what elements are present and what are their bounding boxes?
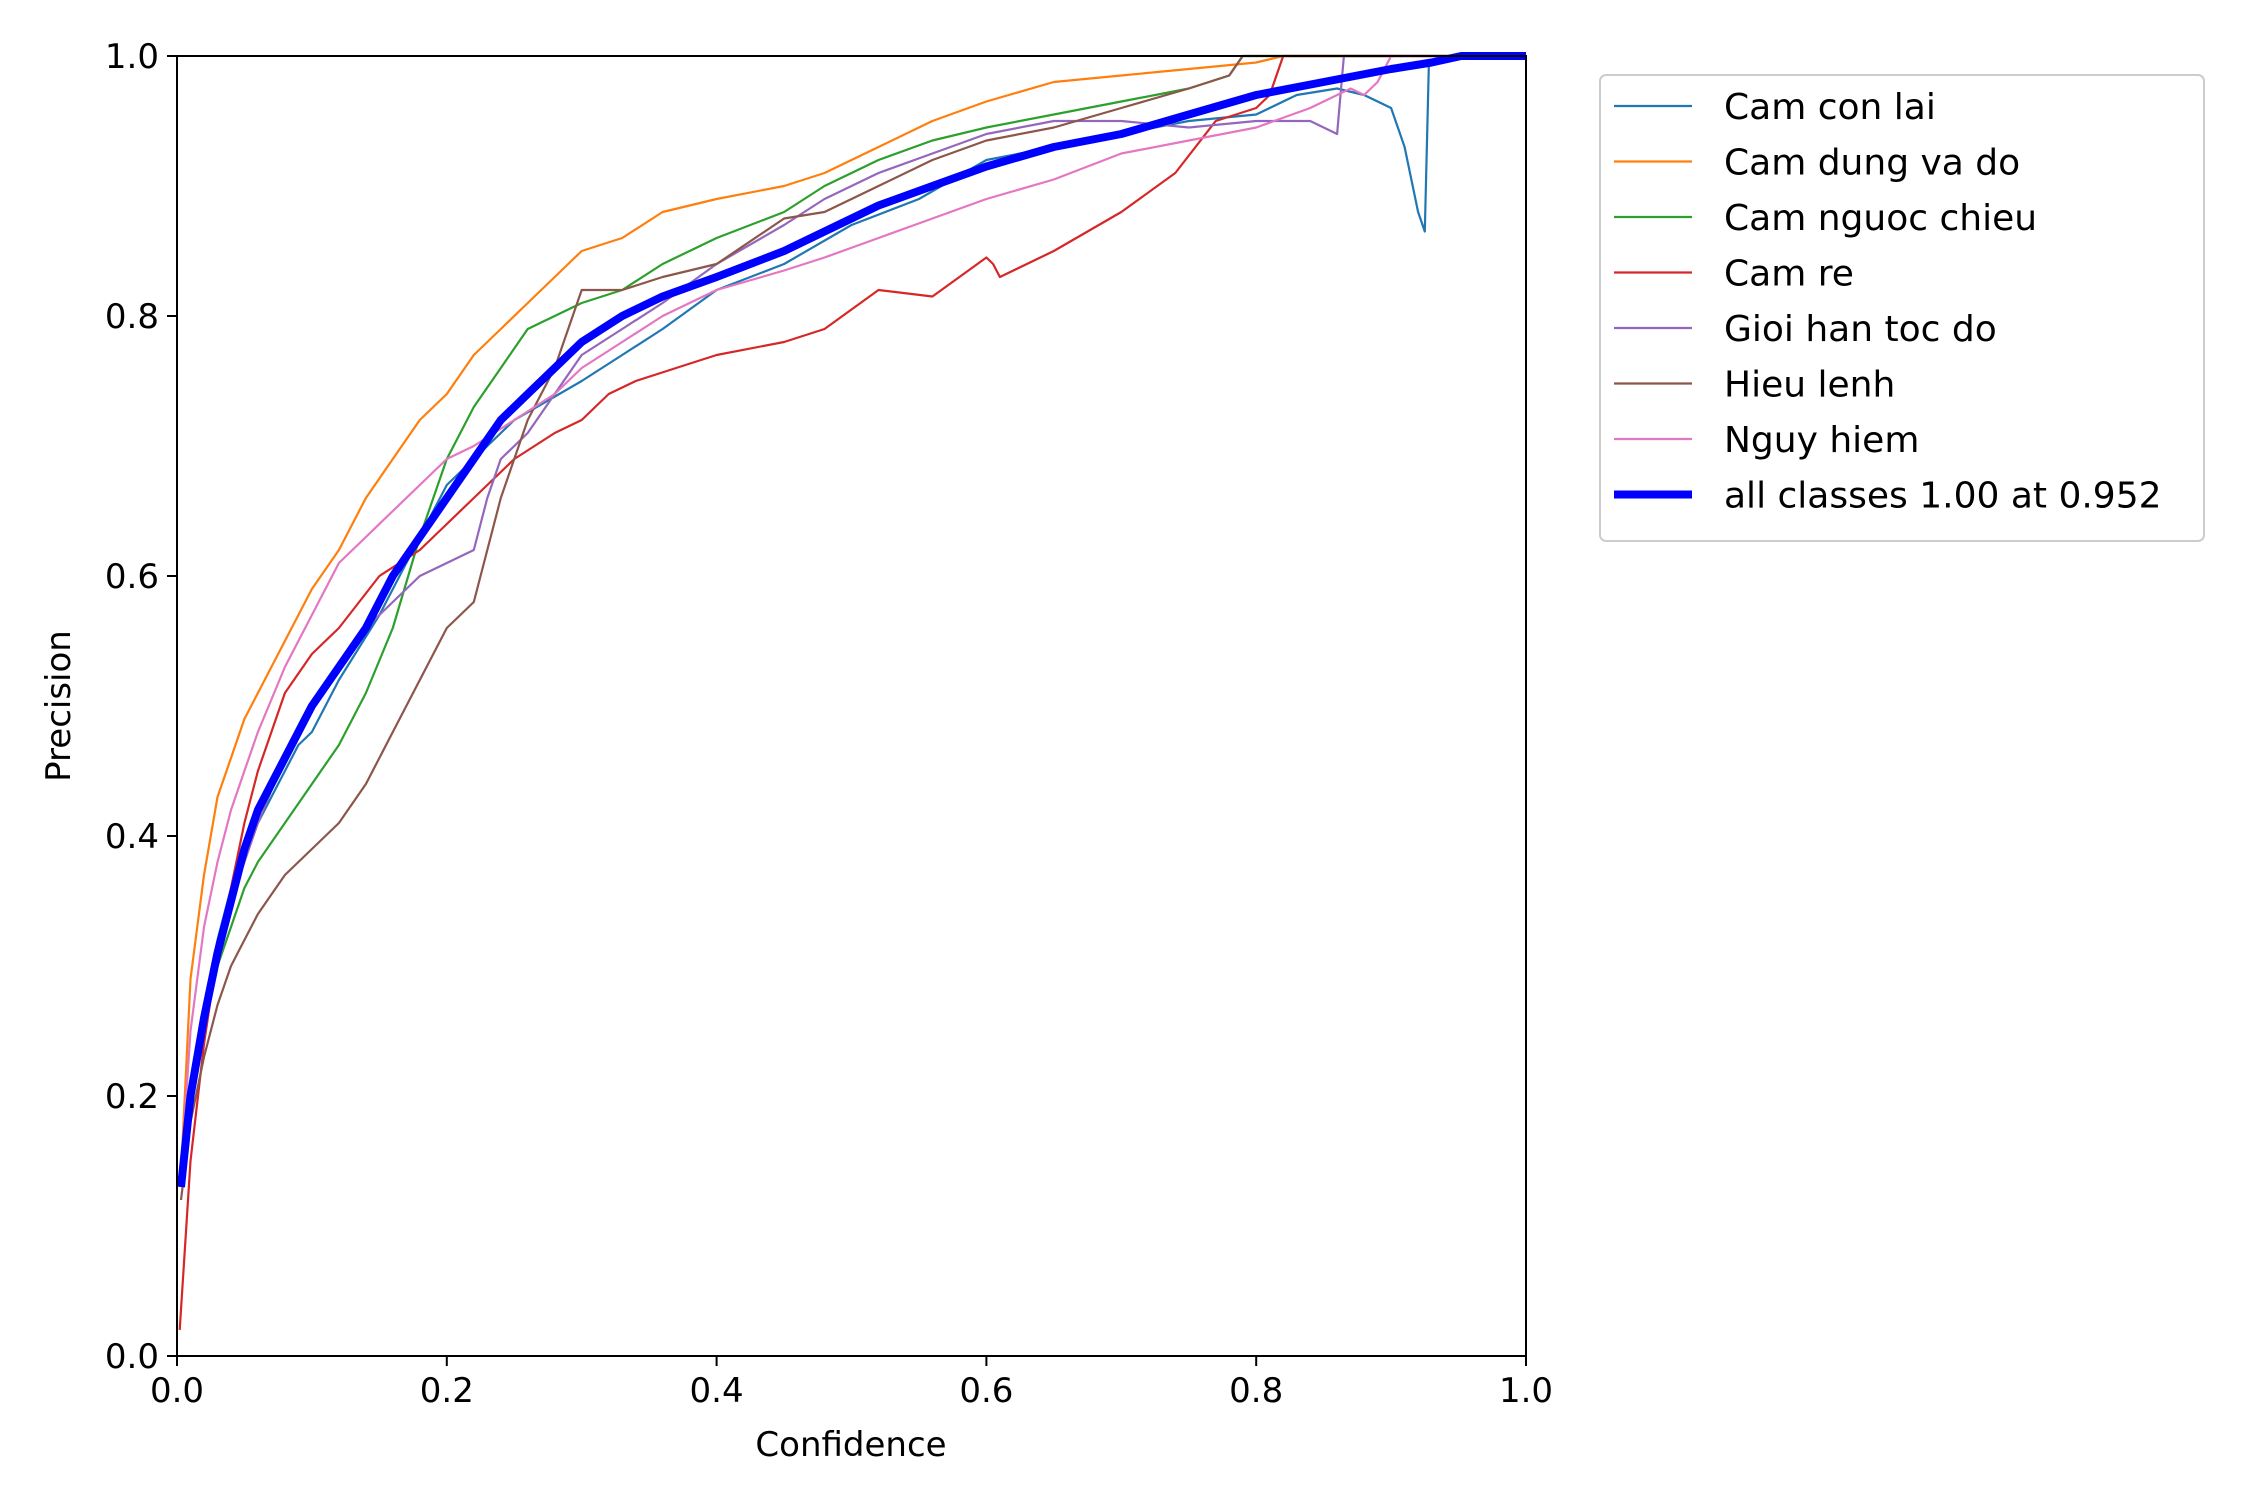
series-line-gioi-han-toc-do bbox=[179, 54, 1526, 1188]
x-tick-label: 0.8 bbox=[1229, 1371, 1283, 1411]
legend-label-cam-con-lai: Cam con lai bbox=[1724, 87, 1936, 128]
series-line-cam-dung-va-do bbox=[179, 54, 1526, 1175]
legend-label-cam-re: Cam re bbox=[1724, 254, 1854, 295]
y-tick-label: 0.2 bbox=[105, 1077, 159, 1117]
y-tick-label: 0.4 bbox=[105, 817, 159, 857]
legend-label-gioi-han-toc-do: Gioi han toc do bbox=[1724, 309, 1997, 350]
y-tick-label: 0.6 bbox=[105, 557, 159, 597]
legend: Cam con lai Cam dung va do Cam nguoc chieu… bbox=[1599, 74, 2205, 542]
series-line-nguy-hiem bbox=[179, 54, 1526, 1175]
series-line-all-classes-1-00-at-0-952 bbox=[177, 52, 1526, 1188]
x-tick-label: 0.6 bbox=[959, 1371, 1013, 1411]
legend-label-all-classes-1-00-at-0-952: all classes 1.00 at 0.952 bbox=[1724, 476, 2162, 517]
x-axis-label: Confidence bbox=[755, 1425, 946, 1465]
x-tick-label: 0.0 bbox=[150, 1371, 204, 1411]
x-tick-label: 0.4 bbox=[690, 1371, 744, 1411]
series-line-cam-nguoc-chieu bbox=[179, 54, 1526, 1188]
y-tick-label: 0.8 bbox=[105, 297, 159, 337]
series-line-cam-re bbox=[178, 54, 1526, 1331]
legend-label-hieu-lenh: Hieu lenh bbox=[1724, 365, 1895, 406]
x-tick-label: 1.0 bbox=[1499, 1371, 1553, 1411]
series-line-hieu-lenh bbox=[179, 54, 1526, 1201]
axis-ticks: 0.0 0.2 0.4 0.6 0.8 1.0 0.0 0.2 0.4 0.6 0.8 1.0 bbox=[105, 37, 1553, 1411]
x-tick-label: 0.2 bbox=[420, 1371, 474, 1411]
legend-label-nguy-hiem: Nguy hiem bbox=[1724, 420, 1919, 461]
series-layer bbox=[177, 52, 1526, 1331]
legend-box bbox=[1599, 74, 2205, 542]
y-tick-label: 0.0 bbox=[105, 1337, 159, 1377]
y-tick-label: 1.0 bbox=[105, 37, 159, 77]
plot-frame bbox=[176, 55, 1527, 1357]
y-axis-label: Precision bbox=[39, 630, 79, 782]
legend-label-cam-nguoc-chieu: Cam nguoc chieu bbox=[1724, 198, 2037, 239]
legend-label-cam-dung-va-do: Cam dung va do bbox=[1724, 143, 2020, 184]
